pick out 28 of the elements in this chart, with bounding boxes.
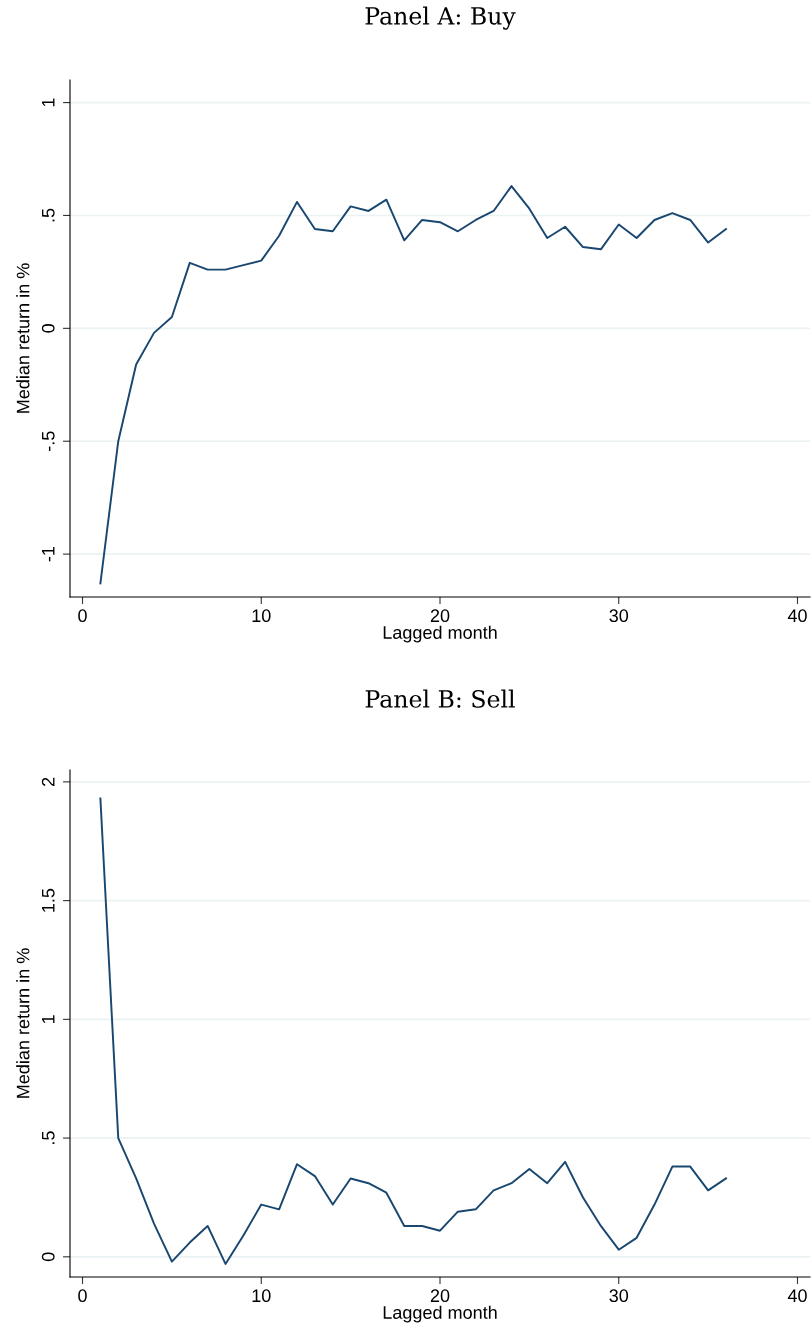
x-axis-title: Lagged month [383, 1305, 497, 1323]
x-tick-label: 40 [787, 1289, 807, 1303]
x-tick-label: 30 [609, 609, 629, 623]
line-series [99, 797, 727, 1265]
y-tick-label: 1 [42, 98, 55, 107]
chart-title: Panel B: Sell [365, 689, 515, 708]
y-axis-title: Median return in % [16, 948, 30, 1098]
x-tick-label: 0 [78, 609, 87, 623]
y-tick-label: .5 [42, 208, 55, 222]
y-tick-label: 1 [42, 1015, 55, 1023]
y-tick-label: .5 [42, 1131, 55, 1144]
x-tick-label: 20 [430, 1289, 450, 1303]
y-axis-title: Median return in % [16, 263, 30, 413]
x-tick-label: 30 [609, 1289, 629, 1303]
y-tick-label: -.5 [42, 431, 55, 451]
y-tick-label: 0 [41, 324, 55, 333]
x-axis-title: Lagged month [383, 625, 497, 643]
x-tick-label: 40 [787, 609, 807, 623]
x-tick-label: 10 [252, 1289, 271, 1303]
chart-title: Panel A: Buy [365, 6, 516, 30]
y-tick-label: 0 [41, 1252, 55, 1262]
x-tick-label: 10 [252, 609, 271, 623]
x-tick-label: 20 [430, 609, 450, 623]
y-tick-label: 2 [41, 777, 55, 786]
y-tick-label: -1 [42, 546, 55, 562]
line-series [99, 185, 727, 585]
x-tick-label: 0 [78, 1289, 87, 1303]
y-tick-label: 1.5 [42, 888, 55, 912]
